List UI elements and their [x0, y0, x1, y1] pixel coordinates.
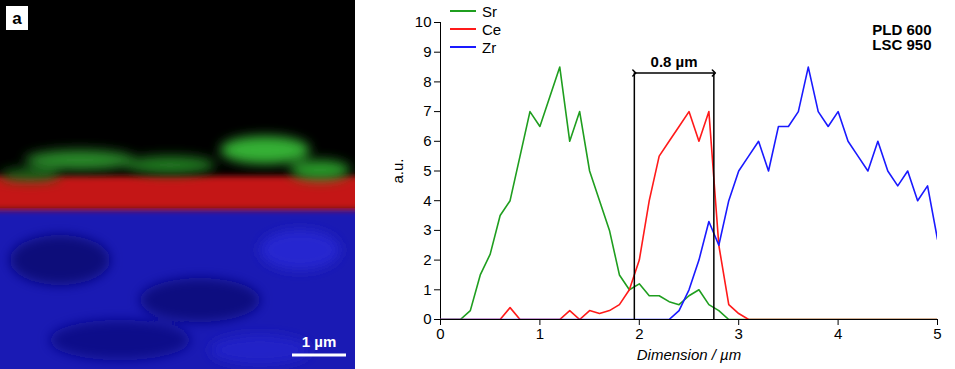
svg-text:6: 6 [423, 132, 431, 149]
svg-text:2: 2 [635, 325, 643, 342]
svg-text:1: 1 [536, 325, 544, 342]
svg-text:2: 2 [423, 251, 431, 268]
svg-text:a: a [12, 9, 22, 28]
svg-text:3: 3 [423, 221, 431, 238]
html-text:Sr: Sr [482, 2, 497, 20]
svg-text:7: 7 [423, 102, 431, 119]
svg-text:4: 4 [834, 325, 842, 342]
svg-text:1: 1 [423, 281, 431, 298]
svg-text:9: 9 [423, 43, 431, 60]
svg-text:8: 8 [423, 73, 431, 90]
svg-text:10: 10 [415, 13, 432, 30]
svg-text:0.8 µm: 0.8 µm [651, 53, 698, 70]
svg-text:4: 4 [423, 192, 431, 209]
svg-text:1 µm: 1 µm [302, 333, 337, 350]
svg-text:0: 0 [423, 310, 431, 327]
svg-text:PLD 600LSC 950: PLD 600LSC 950 [872, 21, 931, 53]
svg-text:3: 3 [735, 325, 743, 342]
svg-text:a.u.: a.u. [389, 158, 406, 183]
html-text:Zr: Zr [482, 38, 497, 56]
svg-text:5: 5 [423, 162, 431, 179]
svg-text:5: 5 [933, 325, 941, 342]
svg-text:0: 0 [436, 325, 444, 342]
html-text:Ce: Ce [482, 20, 502, 38]
svg-text:Dimension / µm: Dimension / µm [637, 346, 742, 363]
